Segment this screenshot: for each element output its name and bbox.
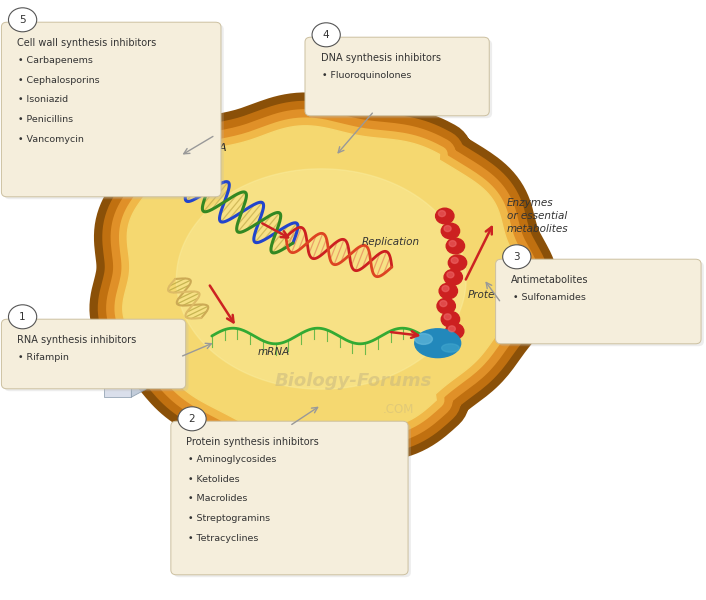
Polygon shape xyxy=(104,367,146,374)
Text: 4: 4 xyxy=(323,30,330,40)
Text: • Streptogramins: • Streptogramins xyxy=(188,514,270,523)
Text: • Vancomycin: • Vancomycin xyxy=(18,135,84,144)
Circle shape xyxy=(178,407,206,431)
Circle shape xyxy=(441,311,460,327)
Polygon shape xyxy=(131,367,146,397)
Circle shape xyxy=(445,323,464,339)
Text: Proteins: Proteins xyxy=(467,290,510,300)
Ellipse shape xyxy=(415,329,460,358)
Text: Replication: Replication xyxy=(361,237,419,247)
Circle shape xyxy=(444,226,451,232)
Ellipse shape xyxy=(415,334,432,344)
Circle shape xyxy=(503,245,531,269)
Circle shape xyxy=(312,23,340,47)
FancyBboxPatch shape xyxy=(305,37,489,116)
Text: RNA synthesis inhibitors: RNA synthesis inhibitors xyxy=(17,335,136,345)
Circle shape xyxy=(8,8,37,32)
Polygon shape xyxy=(88,362,115,385)
Text: Enzymes
or essential
metabolites: Enzymes or essential metabolites xyxy=(507,198,568,234)
Text: • Sulfonamides: • Sulfonamides xyxy=(513,293,585,302)
Circle shape xyxy=(446,238,465,254)
FancyBboxPatch shape xyxy=(1,319,186,389)
Circle shape xyxy=(449,241,456,247)
FancyBboxPatch shape xyxy=(171,421,408,575)
Circle shape xyxy=(448,255,467,271)
Text: • Rifampin: • Rifampin xyxy=(18,353,69,362)
Circle shape xyxy=(437,298,455,314)
Polygon shape xyxy=(104,374,131,397)
Circle shape xyxy=(438,211,445,217)
Text: 3: 3 xyxy=(513,252,520,262)
Circle shape xyxy=(439,283,457,299)
Text: • Fluoroquinolones: • Fluoroquinolones xyxy=(322,71,412,80)
Text: • Aminoglycosides: • Aminoglycosides xyxy=(188,455,276,464)
Circle shape xyxy=(440,301,447,307)
Ellipse shape xyxy=(442,344,459,352)
Polygon shape xyxy=(115,355,130,385)
Text: Protein synthesis inhibitors: Protein synthesis inhibitors xyxy=(186,437,319,447)
Circle shape xyxy=(444,314,451,320)
FancyBboxPatch shape xyxy=(308,40,492,118)
FancyBboxPatch shape xyxy=(4,25,224,199)
Circle shape xyxy=(436,208,454,224)
Text: Cell wall synthesis inhibitors: Cell wall synthesis inhibitors xyxy=(17,38,156,48)
Text: 1: 1 xyxy=(19,312,26,322)
Text: Biology-Forums: Biology-Forums xyxy=(275,372,431,390)
Circle shape xyxy=(441,223,460,239)
Polygon shape xyxy=(123,126,525,436)
Text: mRNA: mRNA xyxy=(258,347,290,357)
Circle shape xyxy=(442,286,449,292)
Text: • Macrolides: • Macrolides xyxy=(188,494,247,503)
Polygon shape xyxy=(88,355,130,362)
Text: • Cephalosporins: • Cephalosporins xyxy=(18,76,100,85)
Text: 5: 5 xyxy=(19,15,26,25)
Text: • Isoniazid: • Isoniazid xyxy=(18,95,68,104)
FancyBboxPatch shape xyxy=(498,262,704,346)
FancyBboxPatch shape xyxy=(4,322,189,391)
Text: DNA: DNA xyxy=(203,143,227,153)
Text: • Ketolides: • Ketolides xyxy=(188,475,239,484)
Circle shape xyxy=(448,326,455,332)
Circle shape xyxy=(444,269,462,285)
Text: DNA synthesis inhibitors: DNA synthesis inhibitors xyxy=(321,53,441,63)
Text: • Carbapenems: • Carbapenems xyxy=(18,56,93,65)
Circle shape xyxy=(447,272,454,278)
Text: .COM: .COM xyxy=(383,403,414,416)
Text: Antimetabolites: Antimetabolites xyxy=(511,275,589,285)
Text: • Penicillins: • Penicillins xyxy=(18,115,73,124)
FancyBboxPatch shape xyxy=(1,22,221,197)
FancyBboxPatch shape xyxy=(496,259,701,344)
Polygon shape xyxy=(176,169,466,389)
Text: • Tetracyclines: • Tetracyclines xyxy=(188,534,258,543)
Circle shape xyxy=(8,305,37,329)
FancyBboxPatch shape xyxy=(174,424,411,577)
Circle shape xyxy=(451,257,458,263)
Text: 2: 2 xyxy=(189,414,196,424)
